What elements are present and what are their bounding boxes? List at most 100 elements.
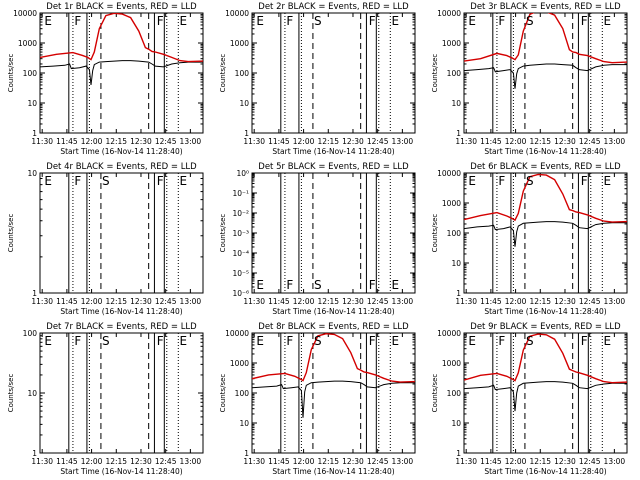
y-axis-label: Counts/sec xyxy=(431,374,439,413)
x-tick-label: 12:15 xyxy=(317,457,339,466)
region-letter: E xyxy=(256,278,264,292)
y-tick-label: 100 xyxy=(447,389,462,398)
x-tick-label: 12:00 xyxy=(81,137,103,146)
y-tick-label: 1000 xyxy=(442,359,461,368)
x-axis-label: Start Time (16-Nov-14 11:28:40) xyxy=(272,307,394,316)
x-axis-label: Start Time (16-Nov-14 11:28:40) xyxy=(484,467,606,476)
x-tick-label: 13:00 xyxy=(392,137,414,146)
y-tick-label: 100 xyxy=(23,69,38,78)
panel-title: Det 4r BLACK = Events, RED = LLD xyxy=(46,162,197,172)
region-letter: F xyxy=(581,14,588,28)
y-tick-label: 100 xyxy=(23,329,38,338)
x-tick-label: 11:45 xyxy=(268,137,290,146)
x-tick-label: 12:45 xyxy=(155,137,177,146)
panel-title: Det 3r BLACK = Events, RED = LLD xyxy=(470,2,621,12)
y-tick-label: 1 xyxy=(456,129,461,138)
y-axis-label: Counts/sec xyxy=(7,214,15,253)
y-tick-label: 1 xyxy=(456,449,461,458)
lld-series-line xyxy=(464,13,627,64)
region-letter: F xyxy=(286,278,293,292)
x-axis-label: Start Time (16-Nov-14 11:28:40) xyxy=(60,307,182,316)
region-letter: E xyxy=(256,334,264,348)
x-tick-label: 12:15 xyxy=(529,297,551,306)
x-tick-label: 12:45 xyxy=(367,297,389,306)
y-tick-label: 10 xyxy=(451,259,461,268)
region-letter: F xyxy=(581,334,588,348)
x-tick-label: 12:00 xyxy=(505,457,527,466)
region-letter: F xyxy=(369,278,376,292)
plot-frame xyxy=(39,172,204,294)
y-tick-label: 100 xyxy=(447,69,462,78)
x-tick-label: 12:30 xyxy=(342,297,364,306)
x-tick-label: 13:00 xyxy=(392,297,414,306)
y-axis-label: Counts/sec xyxy=(219,214,227,253)
y-tick-label: 10 xyxy=(451,99,461,108)
panel-det-6: Det 6r BLACK = Events, RED = LLD 11:30 11:… xyxy=(431,162,628,316)
region-letter: F xyxy=(581,174,588,188)
x-tick-label: 12:45 xyxy=(155,457,177,466)
y-tick-label: 10⁻² xyxy=(232,209,249,218)
y-tick-label: 10⁻¹ xyxy=(232,189,249,198)
x-tick-label: 13:00 xyxy=(180,297,202,306)
y-tick-label: 10000 xyxy=(437,329,461,338)
x-tick-label: 12:30 xyxy=(130,457,152,466)
region-letter: S xyxy=(314,14,322,28)
x-tick-label: 12:15 xyxy=(317,297,339,306)
x-tick-label: 12:45 xyxy=(579,297,601,306)
x-tick-label: 11:30 xyxy=(455,137,477,146)
y-tick-label: 10 xyxy=(27,99,37,108)
x-tick-label: 12:30 xyxy=(554,137,576,146)
x-tick-label: 12:00 xyxy=(293,137,315,146)
region-letter: E xyxy=(391,278,399,292)
x-tick-label: 13:00 xyxy=(180,457,202,466)
x-tick-label: 12:15 xyxy=(317,137,339,146)
panel-det-8: Det 8r BLACK = Events, RED = LLD 11:30 11:… xyxy=(219,322,416,476)
region-letter: F xyxy=(157,14,164,28)
x-tick-label: 11:45 xyxy=(268,457,290,466)
y-axis-label: Counts/sec xyxy=(219,374,227,413)
region-letter: F xyxy=(157,174,164,188)
region-letter: E xyxy=(603,14,611,28)
panel-det-7: Det 7r BLACK = Events, RED = LLD 11:30 11:… xyxy=(7,322,204,476)
panel-title: Det 6r BLACK = Events, RED = LLD xyxy=(470,162,621,172)
x-tick-label: 12:30 xyxy=(342,137,364,146)
y-tick-label: 1 xyxy=(32,129,37,138)
x-tick-label: 12:15 xyxy=(529,137,551,146)
x-tick-label: 11:45 xyxy=(56,457,78,466)
x-tick-label: 11:30 xyxy=(31,457,53,466)
region-letter: E xyxy=(256,14,264,28)
x-axis-label: Start Time (16-Nov-14 11:28:40) xyxy=(60,147,182,156)
x-tick-label: 11:45 xyxy=(480,137,502,146)
region-letter: E xyxy=(468,334,476,348)
x-tick-label: 12:30 xyxy=(554,297,576,306)
region-letter: E xyxy=(179,14,187,28)
y-tick-label: 10⁻⁴ xyxy=(232,249,249,258)
region-letter: E xyxy=(44,174,52,188)
y-tick-label: 1000 xyxy=(230,359,249,368)
x-tick-label: 12:15 xyxy=(529,457,551,466)
y-tick-label: 10⁻³ xyxy=(232,229,249,238)
x-axis-label: Start Time (16-Nov-14 11:28:40) xyxy=(60,467,182,476)
x-tick-label: 12:45 xyxy=(367,457,389,466)
panel-title: Det 1r BLACK = Events, RED = LLD xyxy=(46,2,197,12)
region-letter: F xyxy=(74,334,81,348)
y-tick-label: 1000 xyxy=(442,39,461,48)
events-series-line xyxy=(464,381,627,412)
y-axis-label: Counts/sec xyxy=(219,54,227,93)
x-tick-label: 13:00 xyxy=(604,297,626,306)
panel-title: Det 7r BLACK = Events, RED = LLD xyxy=(46,322,197,332)
y-tick-label: 1000 xyxy=(442,199,461,208)
region-letter: F xyxy=(286,14,293,28)
x-tick-label: 11:30 xyxy=(243,137,265,146)
events-series-line xyxy=(464,221,627,247)
panel-title: Det 2r BLACK = Events, RED = LLD xyxy=(258,2,409,12)
panel-det-4: Det 4r BLACK = Events, RED = LLD 11:30 11:… xyxy=(7,162,204,316)
x-tick-label: 12:15 xyxy=(105,457,127,466)
x-tick-label: 12:00 xyxy=(293,297,315,306)
region-letter: F xyxy=(369,334,376,348)
x-tick-label: 12:30 xyxy=(130,137,152,146)
y-tick-label: 10 xyxy=(451,419,461,428)
x-axis-label: Start Time (16-Nov-14 11:28:40) xyxy=(484,147,606,156)
region-letter: E xyxy=(468,174,476,188)
